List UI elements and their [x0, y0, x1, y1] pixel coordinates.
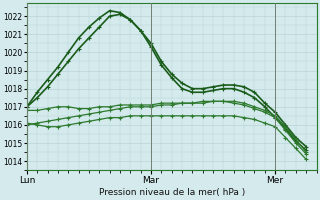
X-axis label: Pression niveau de la mer( hPa ): Pression niveau de la mer( hPa )	[99, 188, 245, 197]
